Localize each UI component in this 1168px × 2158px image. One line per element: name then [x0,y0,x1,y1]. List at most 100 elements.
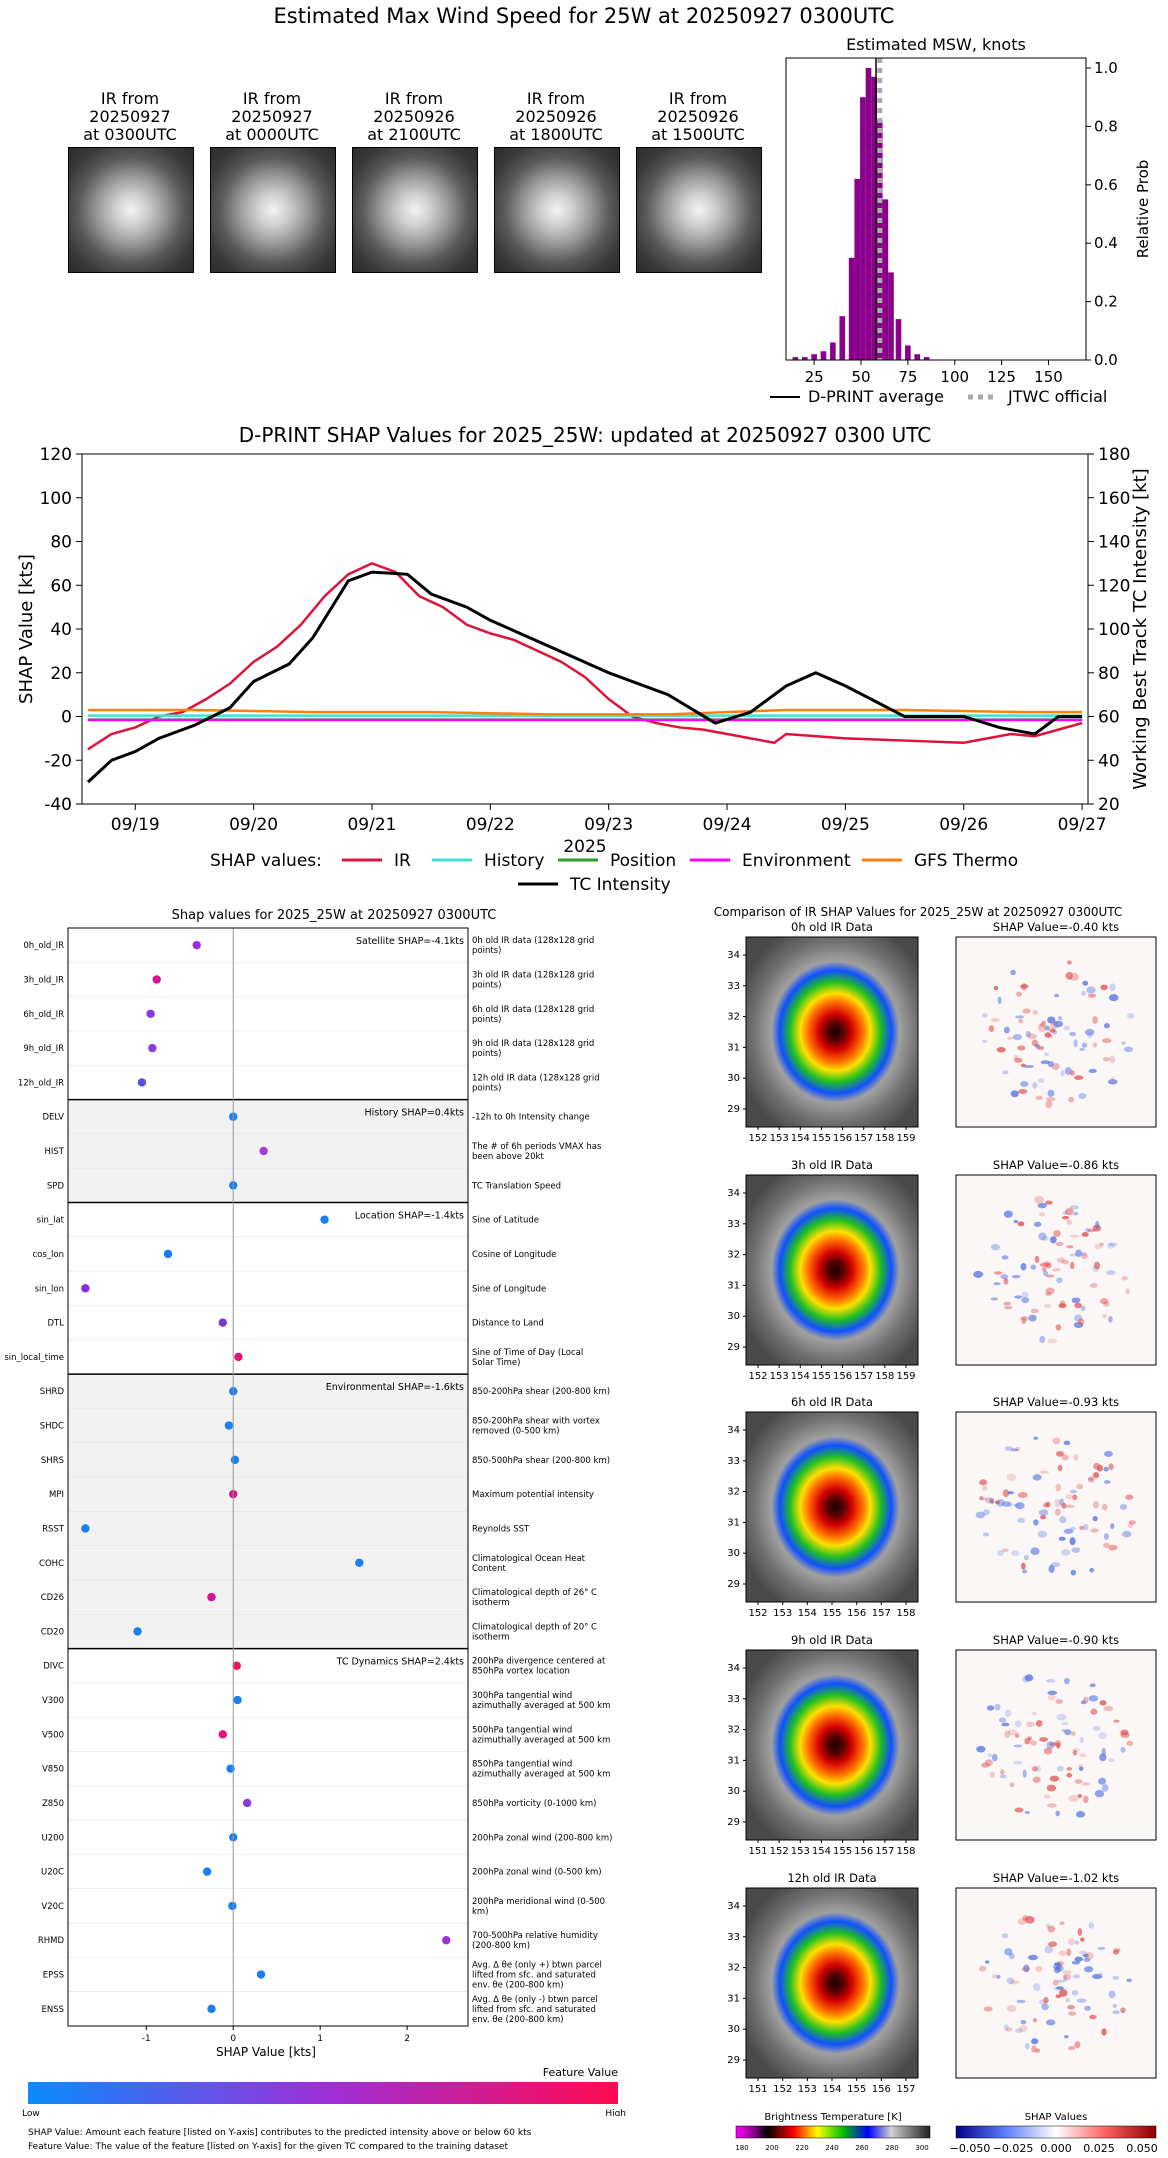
ir-ytick-label: 30 [727,1311,740,1322]
shap-blob [1015,1446,1020,1452]
shap-blob [1041,1020,1046,1025]
feature-name: sin_lat [37,1216,65,1226]
shap-colorbar-tick: 0.050 [1126,2142,1158,2155]
feature-description: 300hPa tangential wind [472,1691,572,1701]
shap-blob [1057,1464,1063,1472]
feature-description: 500hPa tangential wind [472,1725,572,1735]
shap-blob [1056,1257,1066,1263]
shap-blob [1128,1522,1133,1529]
ir-xtick-label: 153 [791,1846,810,1857]
ir-ytick-label: 32 [727,1012,740,1023]
shap-blob [1091,1973,1102,1980]
ir-ytick-label: 33 [727,1456,740,1467]
shap-panel-title: SHAP Value=-0.40 kts [993,920,1119,934]
ir-ytick-label: 30 [727,1548,740,1559]
shap-blob [1083,1957,1091,1962]
shap-blob [991,1974,998,1979]
feature-name: V20C [41,1902,64,1912]
shap-blob [1043,1303,1052,1308]
shap-blob [1070,1731,1076,1736]
shap-blob [997,1550,1004,1556]
shap-blob [1120,2007,1126,2014]
shap-blob [1064,1677,1070,1685]
shap-blob [1103,1301,1110,1307]
shap-blob [1074,1940,1080,1945]
feature-description: Solar Time) [472,1358,520,1368]
ir-xtick-label: 157 [875,1846,894,1857]
ir-ytick-label: 31 [727,1280,740,1291]
shap-blob [1006,1502,1013,1507]
feature-description: 850hPa vorticity (0-1000 km) [472,1799,596,1809]
shap-blob [1061,1260,1070,1265]
colorbar-bar [28,2082,618,2104]
ir-xtick-label: 153 [770,1371,789,1382]
shap-blob [1051,1268,1062,1272]
shap-blob [978,1965,987,1972]
shap-blob [1069,1205,1079,1210]
shap-blob [1113,1719,1120,1723]
shap-blob [1054,1740,1062,1747]
shap-blob [1037,1530,1048,1538]
shap-blob [1092,1042,1098,1048]
ts-xtick-label: 09/20 [229,815,278,835]
shap-blob [1021,1967,1031,1972]
scatter-xtick-label: -1 [142,2034,151,2044]
thumbnail-label-line: 20250926 [515,107,597,126]
shap-blob [1063,1528,1074,1534]
shap-blob [1047,1061,1054,1068]
shap-blob [1020,1263,1027,1271]
hist-bar [860,97,866,360]
shap-blob [1077,1928,1083,1937]
shap-blob [1003,1277,1009,1285]
feature-name: SHRD [40,1387,65,1397]
ir-ytick-label: 32 [727,1487,740,1498]
shap-blob [1107,1079,1118,1085]
ir-xtick-label: 156 [854,1846,873,1857]
shap-blob [1027,1033,1037,1040]
shap-blob [1017,1045,1026,1051]
shap-blob [1056,1277,1063,1284]
shap-blob [1112,2010,1120,2015]
shap-blob [1082,1795,1089,1804]
shap-panel-frame [955,1887,1157,2079]
ir-ytick-label: 33 [727,1932,740,1943]
shap-blob [1001,1933,1009,1939]
feature-description: Sine of Latitude [472,1216,539,1226]
shap-point [207,2004,216,2014]
shap-blob [1020,1316,1029,1321]
ts-legend-label: Environment [742,851,851,871]
ir-xtick-label: 151 [748,1846,767,1857]
shap-blob [1093,1500,1099,1509]
ir-thumbnail-image [68,147,194,273]
bt-colorbar-title: Brightness Temperature [K] [764,2112,901,2123]
shap-blob [1001,1255,1009,1260]
hist-bar [882,199,889,360]
ir-panel-image [745,1411,919,1603]
feature-description: points) [472,1015,501,1025]
shap-blob [1068,2011,1077,2016]
shap-blob [996,1047,1006,1053]
shap-blob [1017,1517,1026,1523]
shap-blob [1024,1915,1035,1924]
shap-blob [1014,1807,1024,1813]
feature-description: azimuthally averaged at 500 km [472,1735,610,1745]
feature-description: points) [472,980,501,990]
shap-feature-scatter: Shap values for 2025_25W at 20250927 030… [4,908,612,2059]
shap-blob [1080,1251,1087,1257]
shap-blob [1108,994,1119,1002]
shap-blob [1039,1470,1050,1474]
ir-ytick-label: 31 [727,1042,740,1053]
shap-blob [1046,1923,1051,1929]
shap-blob [1066,1948,1072,1957]
ir-ytick-label: 32 [727,1963,740,1974]
shap-blob [1110,1076,1115,1082]
feature-description: 200hPa divergence centered at [472,1657,606,1667]
hist-bar [871,76,877,360]
shap-blob [1030,1264,1037,1270]
shap-point [355,1558,364,1567]
shap-blob [1010,1980,1020,1985]
bt-colorbar-tick: 200 [765,2144,778,2152]
shap-blob [1076,1998,1087,2003]
ir-xtick-label: 155 [812,1371,831,1382]
shap-blob [1119,1504,1128,1510]
